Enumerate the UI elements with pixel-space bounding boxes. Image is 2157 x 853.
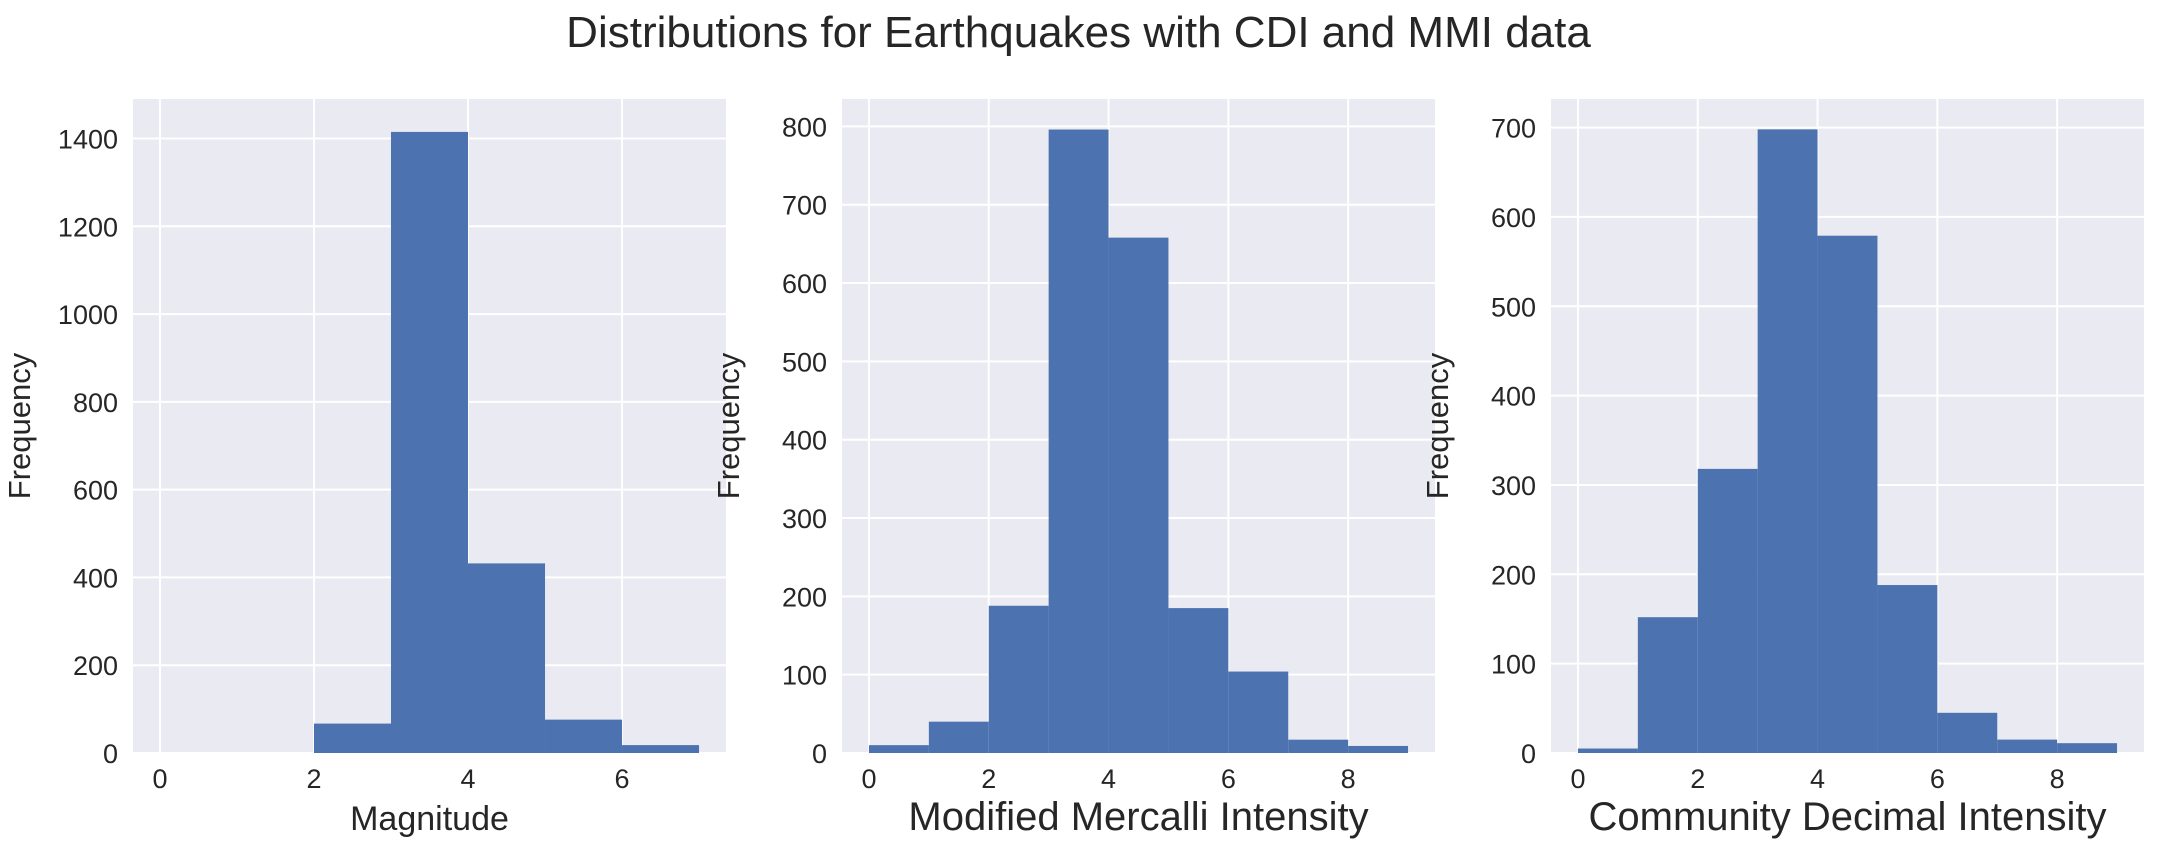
x-tick-label: 6 bbox=[615, 764, 630, 794]
y-tick-label: 400 bbox=[73, 563, 118, 593]
y-tick-label: 800 bbox=[73, 388, 118, 418]
x-tick-label: 8 bbox=[1341, 764, 1356, 794]
histogram-bar bbox=[1168, 608, 1229, 753]
histogram-bar bbox=[545, 719, 623, 753]
y-tick-label: 200 bbox=[1491, 560, 1536, 590]
y-tick-label: 100 bbox=[782, 661, 827, 691]
x-tick-label: 2 bbox=[1690, 764, 1705, 794]
y-tick-label: 1000 bbox=[58, 300, 118, 330]
x-tick-label: 8 bbox=[2050, 764, 2065, 794]
histogram-bar bbox=[1048, 129, 1109, 753]
x-tick-label: 0 bbox=[861, 764, 876, 794]
x-axis-label: Community Decimal Intensity bbox=[1589, 795, 2107, 839]
y-tick-label: 500 bbox=[782, 347, 827, 377]
y-tick-label: 300 bbox=[1491, 471, 1536, 501]
histogram-bar bbox=[988, 605, 1049, 753]
histogram-bar bbox=[1108, 237, 1169, 754]
histogram-bar bbox=[1877, 585, 1938, 753]
x-tick-label: 4 bbox=[1810, 764, 1825, 794]
y-axis-label: Frequency bbox=[2, 352, 37, 499]
y-tick-label: 0 bbox=[1521, 739, 1536, 769]
histogram-panel-1: 0 2 4 6 0 200 400 600 800 1000 1200 1400 Magnitude Fr… bbox=[2, 99, 726, 838]
histogram-bar bbox=[868, 745, 929, 753]
histogram-bar bbox=[1288, 739, 1349, 753]
histogram-bar bbox=[313, 723, 391, 753]
x-tick-label: 0 bbox=[152, 764, 167, 794]
y-tick-label: 200 bbox=[73, 651, 118, 681]
histogram-bar bbox=[1697, 468, 1758, 753]
histogram-panel-3: 0 2 4 6 8 0 100 200 300 400 500 600 700 Community Dec… bbox=[1420, 99, 2144, 839]
x-axis-label: Modified Mercalli Intensity bbox=[908, 795, 1368, 839]
histogram-bar bbox=[390, 131, 469, 754]
histogram-bar bbox=[1228, 671, 1289, 753]
histogram-bar bbox=[1997, 739, 2058, 753]
y-axis-label: Frequency bbox=[1420, 352, 1455, 499]
y-tick-label: 700 bbox=[1491, 114, 1536, 144]
y-tick-label: 400 bbox=[782, 426, 827, 456]
y-tick-label: 400 bbox=[1491, 382, 1536, 412]
y-tick-label: 200 bbox=[782, 582, 827, 612]
x-tick-label: 6 bbox=[1221, 764, 1236, 794]
x-tick-label: 6 bbox=[1930, 764, 1945, 794]
histogram-bar bbox=[1757, 129, 1818, 753]
x-tick-label: 2 bbox=[981, 764, 996, 794]
histogram-bar bbox=[2057, 743, 2118, 753]
histogram-bar bbox=[928, 721, 989, 753]
y-tick-label: 100 bbox=[1491, 650, 1536, 680]
histogram-bar bbox=[622, 745, 700, 753]
histogram-bar bbox=[468, 563, 546, 753]
x-tick-label: 4 bbox=[460, 764, 475, 794]
y-axis-label: Frequency bbox=[711, 352, 746, 499]
y-tick-label: 1400 bbox=[58, 125, 118, 155]
y-tick-label: 700 bbox=[782, 191, 827, 221]
histogram-bar bbox=[1817, 235, 1878, 753]
x-axis-label: Magnitude bbox=[350, 800, 509, 838]
y-tick-label: 600 bbox=[782, 269, 827, 299]
y-tick-label: 0 bbox=[812, 739, 827, 769]
histogram-bar bbox=[1937, 712, 1998, 753]
histogram-bar bbox=[1348, 745, 1409, 753]
histogram-bar bbox=[1577, 748, 1638, 753]
y-tick-label: 1200 bbox=[58, 212, 118, 242]
histogram-bar bbox=[1637, 617, 1698, 753]
y-tick-label: 800 bbox=[782, 112, 827, 142]
y-tick-label: 0 bbox=[103, 739, 118, 769]
y-tick-label: 600 bbox=[73, 476, 118, 506]
x-tick-label: 0 bbox=[1570, 764, 1585, 794]
x-tick-label: 2 bbox=[306, 764, 321, 794]
y-tick-label: 300 bbox=[782, 504, 827, 534]
y-tick-label: 600 bbox=[1491, 203, 1536, 233]
figure-title: Distributions for Earthquakes with CDI a… bbox=[566, 8, 1591, 57]
x-tick-label: 4 bbox=[1101, 764, 1116, 794]
histogram-panel-2: 0 2 4 6 8 0 100 200 300 400 500 600 700 800 Modified M… bbox=[711, 99, 1435, 839]
y-tick-label: 500 bbox=[1491, 292, 1536, 322]
